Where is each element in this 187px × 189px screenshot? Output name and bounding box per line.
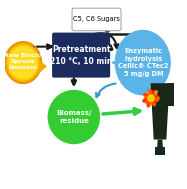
Polygon shape xyxy=(157,139,163,147)
FancyBboxPatch shape xyxy=(72,8,121,31)
Text: C5, C6 Sugars: C5, C6 Sugars xyxy=(73,16,120,22)
Polygon shape xyxy=(109,60,119,65)
Polygon shape xyxy=(7,44,39,81)
Text: Raw Birch/
Spruce
biomass: Raw Birch/ Spruce biomass xyxy=(4,53,42,70)
Polygon shape xyxy=(151,83,169,139)
Polygon shape xyxy=(155,147,165,155)
Text: Enzymatic
hydrolysis
Cellic® CTec2
5 mg/g DM: Enzymatic hydrolysis Cellic® CTec2 5 mg/… xyxy=(118,48,169,77)
Polygon shape xyxy=(38,59,47,74)
Ellipse shape xyxy=(115,30,171,95)
Polygon shape xyxy=(4,41,42,84)
FancyBboxPatch shape xyxy=(52,33,110,78)
Text: Pretreatment
210 °C, 10 min: Pretreatment 210 °C, 10 min xyxy=(50,45,112,66)
Circle shape xyxy=(146,94,155,103)
Polygon shape xyxy=(167,83,174,106)
Polygon shape xyxy=(9,46,38,79)
Polygon shape xyxy=(6,43,41,82)
Text: Biomass/
residue: Biomass/ residue xyxy=(56,110,92,124)
Circle shape xyxy=(47,90,100,144)
